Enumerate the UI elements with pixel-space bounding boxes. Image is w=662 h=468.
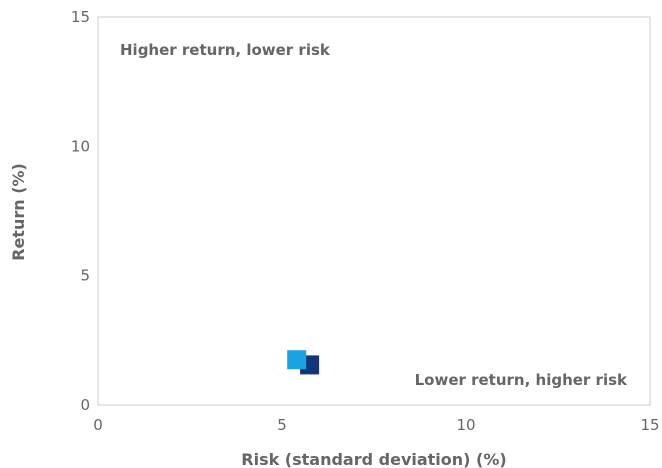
x-axis-title: Risk (standard deviation) (%) <box>241 450 506 468</box>
y-tick-label: 15 <box>71 8 90 26</box>
data-point-1 <box>287 350 307 370</box>
x-tick-label: 0 <box>93 416 103 434</box>
y-tick-label: 5 <box>80 267 90 285</box>
x-tick-label: 15 <box>640 416 659 434</box>
annotation-lower-return-higher-risk: Lower return, higher risk <box>415 371 628 389</box>
y-tick-label: 0 <box>80 396 90 414</box>
y-tick-label: 10 <box>71 137 90 155</box>
y-axis-title: Return (%) <box>9 163 28 261</box>
annotation-higher-return-lower-risk: Higher return, lower risk <box>120 41 331 59</box>
plot-frame <box>97 16 651 406</box>
y-tick-labels: 0 5 10 15 <box>71 8 90 414</box>
data-points <box>287 350 320 375</box>
x-tick-label: 5 <box>277 416 287 434</box>
x-tick-label: 10 <box>456 416 475 434</box>
x-tick-labels: 0 5 10 15 <box>93 416 659 434</box>
